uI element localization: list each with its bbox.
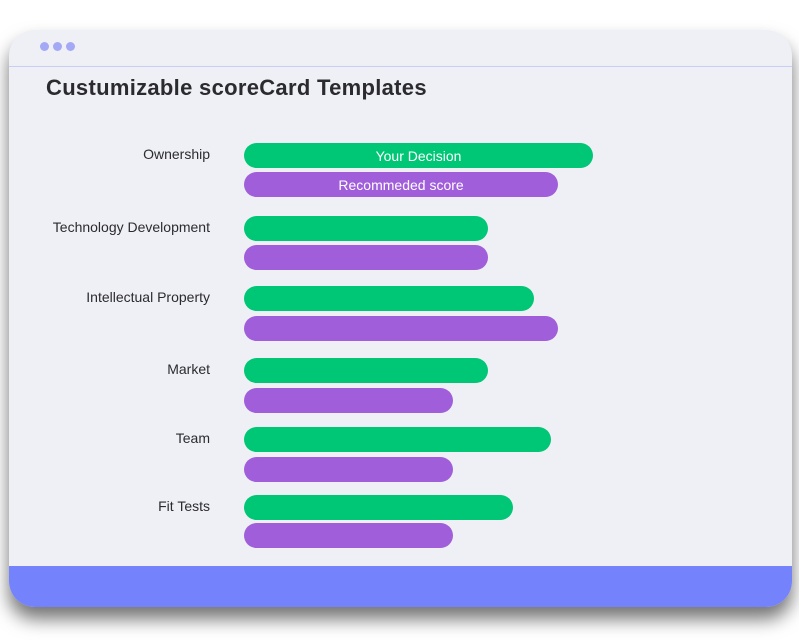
recommended-bar [244,457,454,482]
decision-bar [244,286,534,311]
legend-recommended: Recommeded score [338,176,464,193]
decision-bar [244,427,552,452]
category-label: Ownership [143,146,210,162]
recommended-bar [244,316,559,341]
legend-decision: Your Decision [375,147,462,164]
decision-bar [244,495,513,520]
category-label: Market [167,361,210,377]
category-label: Technology Development [52,219,210,235]
footer-bar [9,566,792,607]
decision-bar [244,216,489,241]
recommended-bar [244,388,454,413]
window-dot-icon [66,42,75,51]
window-dots [40,42,75,51]
category-label: Intellectual Property [86,289,210,305]
decision-bar [244,358,489,383]
header-divider [9,66,792,67]
recommended-bar [244,245,489,270]
category-label: Team [175,430,210,446]
window-dot-icon [40,42,49,51]
decision-bar: Your Decision [244,143,593,168]
recommended-bar: Recommeded score [244,172,559,197]
recommended-bar [244,523,454,548]
window-dot-icon [53,42,62,51]
category-label: Fit Tests [158,498,210,514]
page-title: Custumizable scoreCard Templates [46,75,427,100]
scorecard-window: Custumizable scoreCard Templates Ownersh… [9,30,792,607]
